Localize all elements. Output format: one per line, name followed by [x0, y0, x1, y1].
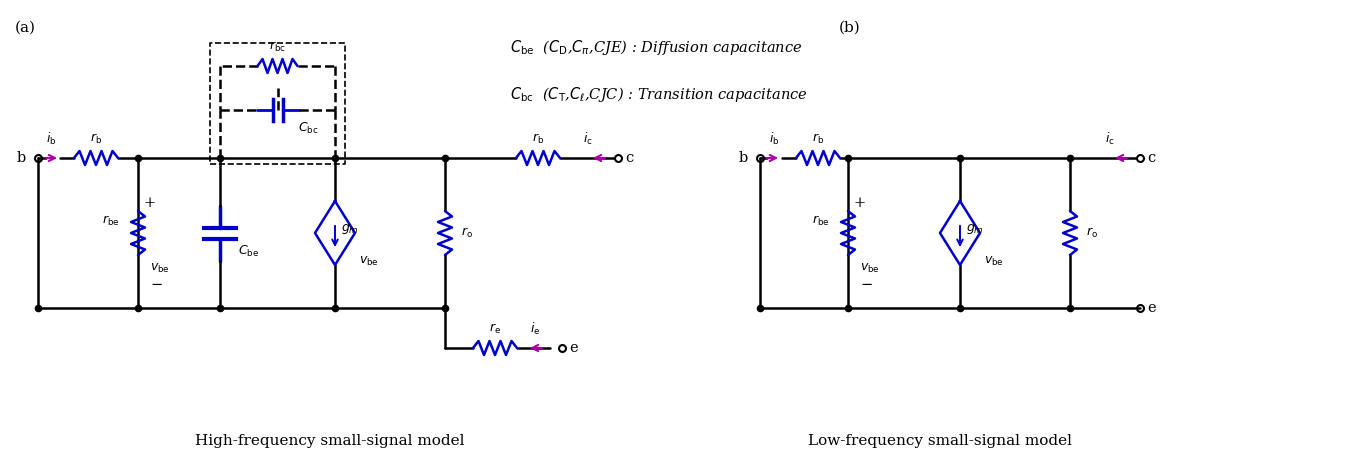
- Text: $i_{\rm c}$: $i_{\rm c}$: [583, 131, 592, 147]
- Text: $r_{\rm be}$: $r_{\rm be}$: [102, 214, 120, 228]
- Text: $C_{\rm bc}$  ($C_{\rm T}$,$C_{\ell}$,CJC) : Transition capacitance: $C_{\rm bc}$ ($C_{\rm T}$,$C_{\ell}$,CJC…: [510, 86, 808, 105]
- Text: $i_{\rm e}$: $i_{\rm e}$: [530, 321, 540, 337]
- Text: $v_{\rm be}$: $v_{\rm be}$: [149, 262, 170, 275]
- Text: e: e: [569, 341, 577, 355]
- Text: $r_{\rm be}$: $r_{\rm be}$: [813, 214, 830, 228]
- Text: $r_{\rm b}$: $r_{\rm b}$: [812, 132, 824, 146]
- Text: $C_{\rm bc}$: $C_{\rm bc}$: [297, 120, 318, 136]
- Text: −: −: [149, 278, 163, 292]
- Text: High-frequency small-signal model: High-frequency small-signal model: [195, 434, 464, 448]
- Text: $r_{\rm bc}$: $r_{\rm bc}$: [269, 40, 285, 54]
- Text: $i_{\rm b}$: $i_{\rm b}$: [46, 131, 57, 147]
- Text: +: +: [144, 196, 156, 210]
- Text: $v_{\rm be}$: $v_{\rm be}$: [984, 255, 1004, 268]
- Text: $r_{\rm e}$: $r_{\rm e}$: [489, 322, 501, 336]
- Text: $v_{\rm be}$: $v_{\rm be}$: [359, 255, 380, 268]
- Text: $g_m$: $g_m$: [341, 222, 359, 236]
- Text: b: b: [739, 151, 748, 165]
- Text: b: b: [16, 151, 26, 165]
- Text: $C_{\rm be}$: $C_{\rm be}$: [238, 244, 260, 258]
- Text: $g_m$: $g_m$: [966, 222, 984, 236]
- Text: $r_{\rm o}$: $r_{\rm o}$: [1086, 226, 1098, 240]
- Text: e: e: [1147, 301, 1156, 315]
- Text: $r_{\rm b}$: $r_{\rm b}$: [532, 132, 544, 146]
- Text: (b): (b): [839, 21, 861, 35]
- Text: c: c: [1147, 151, 1155, 165]
- Text: $v_{\rm be}$: $v_{\rm be}$: [860, 262, 880, 275]
- Text: $i_{\rm c}$: $i_{\rm c}$: [1105, 131, 1114, 147]
- Text: Low-frequency small-signal model: Low-frequency small-signal model: [808, 434, 1071, 448]
- Text: $C_{\rm be}$  ($C_{\rm D}$,$C_{\pi}$,CJE) : Diffusion capacitance: $C_{\rm be}$ ($C_{\rm D}$,$C_{\pi}$,CJE)…: [510, 38, 802, 57]
- Text: −: −: [860, 278, 872, 292]
- Text: $i_{\rm b}$: $i_{\rm b}$: [769, 131, 779, 147]
- Text: $r_{\rm b}$: $r_{\rm b}$: [90, 132, 102, 146]
- Text: c: c: [625, 151, 633, 165]
- Text: +: +: [853, 196, 865, 210]
- Text: $r_{\rm o}$: $r_{\rm o}$: [460, 226, 472, 240]
- Text: (a): (a): [15, 21, 36, 35]
